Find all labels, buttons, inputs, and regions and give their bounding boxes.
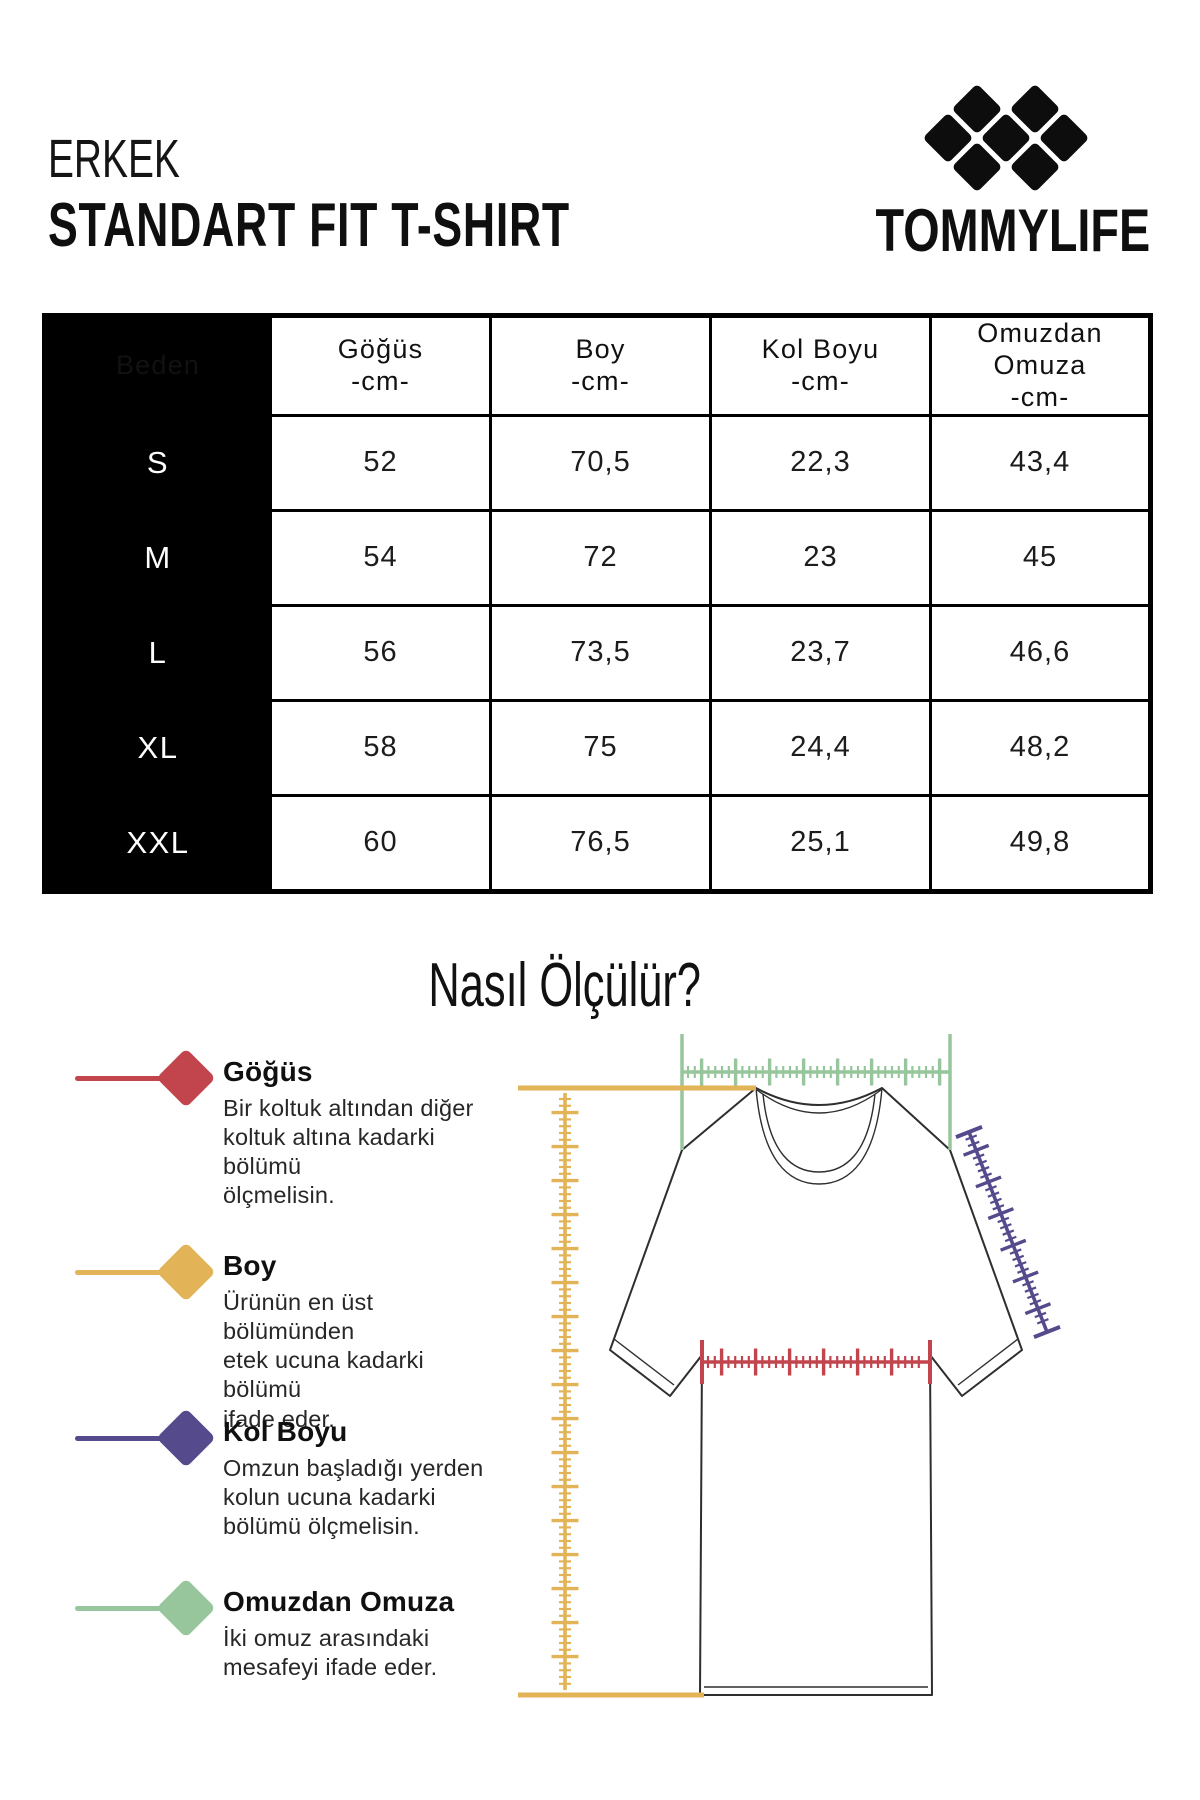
legend-title: Boy: [223, 1250, 277, 1281]
legend-title: Göğüs: [223, 1056, 313, 1087]
table-corner-label: Beden: [43, 314, 272, 417]
legend-item-gogus: Göğüs Bir koltuk altından diğer koltuk a…: [75, 1048, 505, 1211]
table-cell: 52: [269, 413, 492, 512]
measure-marker-icon: [75, 1048, 216, 1108]
size-label: L: [43, 603, 272, 702]
legend-description: Omzun başladığı yerden kolun ucuna kadar…: [223, 1454, 505, 1541]
section-heading-text: Nasıl Ölçülür?: [428, 951, 702, 1020]
tshirt-left-cuff-line: [613, 1338, 675, 1386]
legend-description: İki omuz arasındaki mesafeyi ifade eder.: [223, 1624, 505, 1682]
table-cell: 56: [269, 603, 492, 702]
desc-line: kolun ucuna kadarki: [223, 1484, 436, 1511]
size-label: XL: [43, 698, 272, 797]
table-cell: 73,5: [489, 603, 712, 702]
measurement-diagram: [518, 1034, 1061, 1698]
column-header-label: Omuza: [993, 349, 1087, 380]
table-cell: 48,2: [929, 698, 1152, 797]
size-label: S: [43, 413, 272, 512]
tshirt-collar-rib-line: [762, 1093, 876, 1173]
table-cell: 72: [489, 508, 712, 607]
marker-line: [75, 1436, 179, 1441]
section-heading: Nasıl Ölçülür?: [0, 950, 1130, 1021]
column-header-unit: -cm-: [351, 365, 410, 396]
column-header-unit: -cm-: [791, 365, 850, 396]
table-row: S 52 70,5 22,3 43,4: [43, 413, 1152, 512]
table-cell: 75: [489, 698, 712, 797]
page-title: STANDART FIT T-SHIRT: [48, 190, 773, 261]
column-header-gogus: Göğüs -cm-: [269, 314, 492, 417]
product-category: ERKEK: [48, 128, 231, 190]
table-cell: 22,3: [709, 413, 932, 512]
diamond-icon: [156, 1242, 216, 1302]
column-header-boy: Boy -cm-: [489, 314, 712, 417]
brand-name-text: TOMMYLIFE: [875, 197, 1150, 264]
legend-item-omuzdan-omuza: Omuzdan Omuza İki omuz arasındaki mesafe…: [75, 1578, 505, 1682]
table-row: XXL 60 76,5 25,1 49,8: [43, 793, 1152, 893]
table-cell: 60: [269, 793, 492, 893]
table-cell: 43,4: [929, 413, 1152, 512]
table-row: M 54 72 23 45: [43, 508, 1152, 607]
desc-line: Bir koltuk altından diğer: [223, 1095, 474, 1121]
measure-marker-icon: [75, 1408, 216, 1468]
column-header-label: Göğüs: [337, 333, 424, 364]
legend-title: Kol Boyu: [223, 1416, 348, 1447]
measurement-rulers: [518, 1034, 1061, 1698]
table-row: L 56 73,5 23,7 46,6: [43, 603, 1152, 702]
desc-line: etek ucuna kadarki bölümü: [223, 1347, 424, 1403]
diamond-icon: [156, 1578, 216, 1638]
tshirt-right-cuff-line: [957, 1338, 1019, 1386]
diamond-icon: [156, 1408, 216, 1468]
desc-line: ifade eder.: [223, 1405, 335, 1432]
marker-line: [75, 1270, 179, 1275]
size-label: XXL: [43, 793, 272, 893]
desc-line: mesafeyi ifade eder.: [223, 1654, 438, 1681]
column-header-unit: -cm-: [1010, 381, 1070, 412]
product-category-text: ERKEK: [48, 129, 180, 189]
table-cell: 24,4: [709, 698, 932, 797]
table-cell: 23,7: [709, 603, 932, 702]
marker-line: [75, 1076, 179, 1081]
legend-item-boy: Boy Ürünün en üst bölümünden etek ucuna …: [75, 1242, 505, 1434]
table-cell: 49,8: [929, 793, 1152, 893]
table-cell: 23: [709, 508, 932, 607]
desc-line: bölümü ölçmelisin.: [223, 1513, 420, 1540]
measure-marker-icon: [75, 1578, 216, 1638]
column-header-label: Boy: [575, 333, 626, 364]
table-cell: 46,6: [929, 603, 1152, 702]
tshirt-front-neck-line: [755, 1087, 883, 1185]
column-header-unit: -cm-: [571, 365, 630, 396]
column-header-label: Kol Boyu: [761, 333, 880, 364]
size-table-header-row: Beden Göğüs -cm- Boy -cm- Kol Boyu -cm- …: [43, 314, 1152, 417]
table-cell: 25,1: [709, 793, 932, 893]
table-cell: 70,5: [489, 413, 712, 512]
table-cell: 58: [269, 698, 492, 797]
legend-description: Bir koltuk altından diğer koltuk altına …: [223, 1094, 505, 1211]
diamond-icon: [156, 1048, 216, 1108]
desc-line: İki omuz arasındaki: [223, 1625, 430, 1651]
legend-item-kol-boyu: Kol Boyu Omzun başladığı yerden kolun uc…: [75, 1408, 505, 1541]
column-header-label: Omuzdan: [977, 318, 1103, 348]
size-table: Beden Göğüs -cm- Boy -cm- Kol Boyu -cm- …: [42, 313, 1153, 894]
brand-name: TOMMYLIFE: [798, 196, 1150, 265]
page-title-text: STANDART FIT T-SHIRT: [48, 191, 570, 260]
table-cell: 54: [269, 508, 492, 607]
legend-description: Ürünün en üst bölümünden etek ucuna kada…: [223, 1288, 505, 1434]
tshirt-outline: [609, 1087, 1023, 1696]
size-label: M: [43, 508, 272, 607]
brand-logo: [920, 82, 1100, 194]
legend-title: Omuzdan Omuza: [223, 1586, 455, 1617]
table-cell: 45: [929, 508, 1152, 607]
desc-line: koltuk altına kadarki bölümü: [223, 1124, 435, 1180]
table-row: XL 58 75 24,4 48,2: [43, 698, 1152, 797]
desc-line: Omzun başladığı yerden: [223, 1455, 484, 1481]
tshirt-back-neck-line: [756, 1089, 882, 1114]
desc-line: ölçmelisin.: [223, 1182, 335, 1209]
table-cell: 76,5: [489, 793, 712, 893]
measure-marker-icon: [75, 1242, 216, 1302]
desc-line: Ürünün en üst bölümünden: [223, 1289, 374, 1345]
marker-line: [75, 1606, 179, 1611]
column-header-omuzdan-omuza: Omuzdan Omuza -cm-: [929, 314, 1152, 417]
column-header-kol-boyu: Kol Boyu -cm-: [709, 314, 932, 417]
